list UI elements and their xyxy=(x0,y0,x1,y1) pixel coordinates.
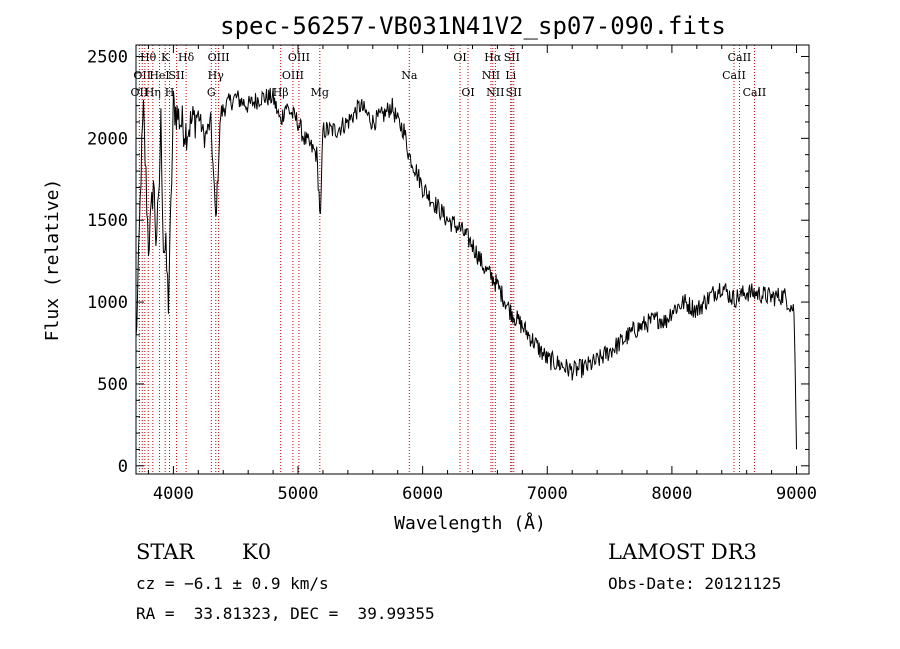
spectral-line-label: OIII xyxy=(208,51,230,64)
spectral-line-label: Mg xyxy=(311,86,329,99)
spectral-line-markers: OII OII Hθ Hη HeI K H SII Hδ G Hγ OIII Hβ OIII OIII Mg N… xyxy=(131,45,767,474)
spectral-line-label: CaII xyxy=(728,51,752,64)
redshift-cz: cz = −6.1 ± 0.9 km/s xyxy=(136,574,329,593)
spectral-line-label: SII xyxy=(504,51,520,64)
x-tick-label: 6000 xyxy=(402,484,443,504)
plot-frame xyxy=(135,44,810,475)
spectral-line-label: Na xyxy=(401,69,418,82)
spectral-line-label: K xyxy=(161,51,170,64)
spectral-line-label: Hδ xyxy=(178,51,195,64)
spectral-line-label: Li xyxy=(505,69,516,82)
spectral-line-label: OI xyxy=(453,51,466,64)
spectral-line-label: NII xyxy=(482,69,500,82)
spectral-line-label: HeI xyxy=(149,69,169,82)
spectral-line-label: Hη xyxy=(145,86,161,99)
spectral-line-label: Hθ xyxy=(140,51,157,64)
x-tick-label: 4000 xyxy=(153,484,194,504)
spectral-line-label: OII xyxy=(131,86,149,99)
spectral-line-label: Hβ xyxy=(273,86,289,99)
spectral-line-label: SII xyxy=(169,69,185,82)
chart-title: spec-56257-VB031N41V2_sp07-090.fits xyxy=(220,12,726,40)
x-tick-label: 9000 xyxy=(776,484,817,504)
flux-series-line xyxy=(135,87,797,450)
spectral-line-label: SII xyxy=(506,86,522,99)
y-tick-label: 1500 xyxy=(87,211,128,231)
y-tick-label: 2000 xyxy=(87,129,128,149)
spectral-line-label: CaII xyxy=(743,86,767,99)
spectral-line-label: Hα xyxy=(484,51,502,64)
x-axis-label: Wavelength (Å) xyxy=(394,512,546,534)
y-tick-label: 2500 xyxy=(87,47,128,67)
axes: 4000 5000 6000 7000 8000 9000 0 500 1000 1500 2000… xyxy=(87,45,817,504)
survey-name: LAMOST DR3 xyxy=(608,540,757,564)
y-tick-label: 500 xyxy=(97,375,128,395)
object-class: STAR xyxy=(136,540,195,564)
x-tick-label: 7000 xyxy=(527,484,568,504)
spectral-line-label: CaII xyxy=(722,69,746,82)
spectral-line-label: Hγ xyxy=(208,69,225,82)
spectral-line-label: G xyxy=(207,86,216,99)
spectral-line-label: OIII xyxy=(282,69,304,82)
x-tick-label: 8000 xyxy=(651,484,692,504)
spectral-subclass: K0 xyxy=(242,540,272,564)
spectral-line-label: H xyxy=(165,86,175,99)
y-tick-label: 1000 xyxy=(87,293,128,313)
spectral-line-label: OI xyxy=(461,86,474,99)
x-tick-label: 5000 xyxy=(278,484,319,504)
spectral-line-label: NII xyxy=(486,86,504,99)
spectral-line-label: OII xyxy=(133,69,151,82)
ra-dec-coordinates: RA = 33.81323, DEC = 39.99355 xyxy=(136,604,435,623)
y-axis-label: Flux (relative) xyxy=(42,179,63,342)
spectral-line-label: OIII xyxy=(288,51,310,64)
observation-date: Obs-Date: 20121125 xyxy=(608,574,782,593)
y-tick-label: 0 xyxy=(118,457,128,477)
